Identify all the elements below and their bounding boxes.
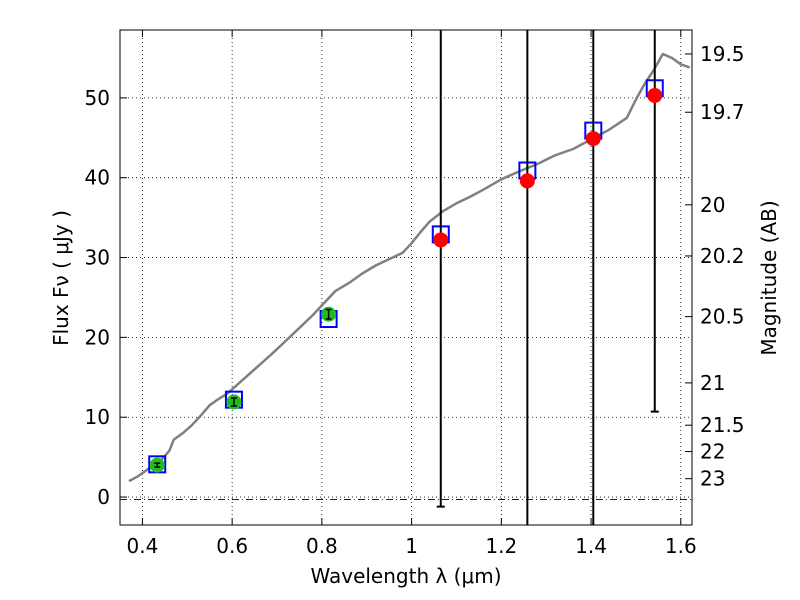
- y-tick-label: 40: [85, 166, 110, 190]
- tick-layer: 0.4 0.6 0.8 1 1.2 1.4 1.6 0 10 20 30 40 50 19.5 19.7 20…: [85, 30, 745, 558]
- x-tick-label: 1.2: [485, 534, 517, 558]
- right-tick-label: 21: [700, 371, 725, 395]
- y-tick-label: 50: [85, 86, 110, 110]
- x-tick-label: 0.4: [127, 534, 159, 558]
- plot-frame: [119, 29, 693, 526]
- grid-layer: [120, 30, 692, 525]
- right-tick-label: 20.2: [700, 244, 745, 268]
- x-tick-label: 1.6: [665, 534, 697, 558]
- right-tick-label: 19.7: [700, 100, 745, 124]
- x-tick-label: 1: [405, 534, 418, 558]
- right-tick-label: 23: [700, 467, 725, 491]
- right-axis-label: Magnitude (AB): [757, 200, 781, 355]
- right-tick-label: 20.5: [700, 305, 745, 329]
- nir-data-point: [519, 173, 535, 189]
- y-axis-label: Flux Fν ( μJy ): [49, 210, 73, 346]
- y-tick-label: 30: [85, 246, 110, 270]
- right-tick-label: 21.5: [700, 413, 745, 437]
- nir-data-point: [433, 232, 449, 248]
- y-tick-label: 0: [97, 485, 110, 509]
- nir-data-point: [647, 87, 663, 103]
- y-tick-label: 10: [85, 405, 110, 429]
- x-tick-label: 0.6: [216, 534, 248, 558]
- data-layer: [128, 30, 691, 525]
- nir-data-point: [585, 131, 601, 147]
- spectrum-line: [128, 52, 691, 483]
- right-tick-label: 19.5: [700, 42, 745, 66]
- y-tick-label: 20: [85, 325, 110, 349]
- right-tick-label: 22: [700, 440, 725, 464]
- x-axis-label: Wavelength λ (μm): [310, 564, 501, 588]
- x-tick-label: 1.4: [575, 534, 607, 558]
- right-tick-label: 20: [700, 193, 725, 217]
- x-tick-label: 0.8: [306, 534, 338, 558]
